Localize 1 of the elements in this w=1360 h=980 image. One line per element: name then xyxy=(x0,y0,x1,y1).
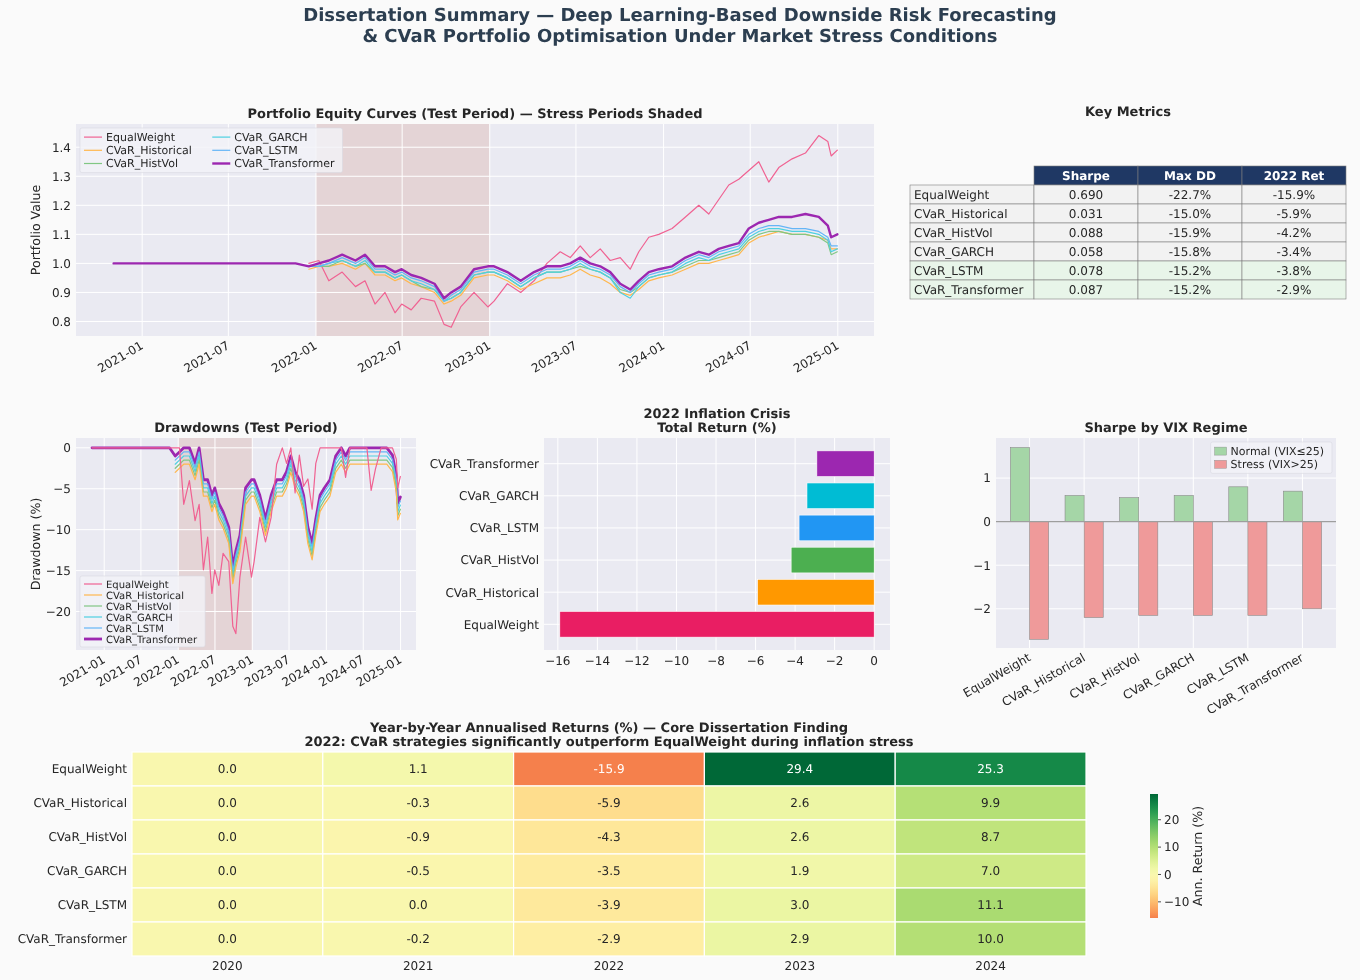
text: Dissertation Summary — Deep Learning-Based Downside Risk Forecasting & CVaR Portfolio Optimisation Under Market Stress Conditions xyxy=(303,7,1057,48)
